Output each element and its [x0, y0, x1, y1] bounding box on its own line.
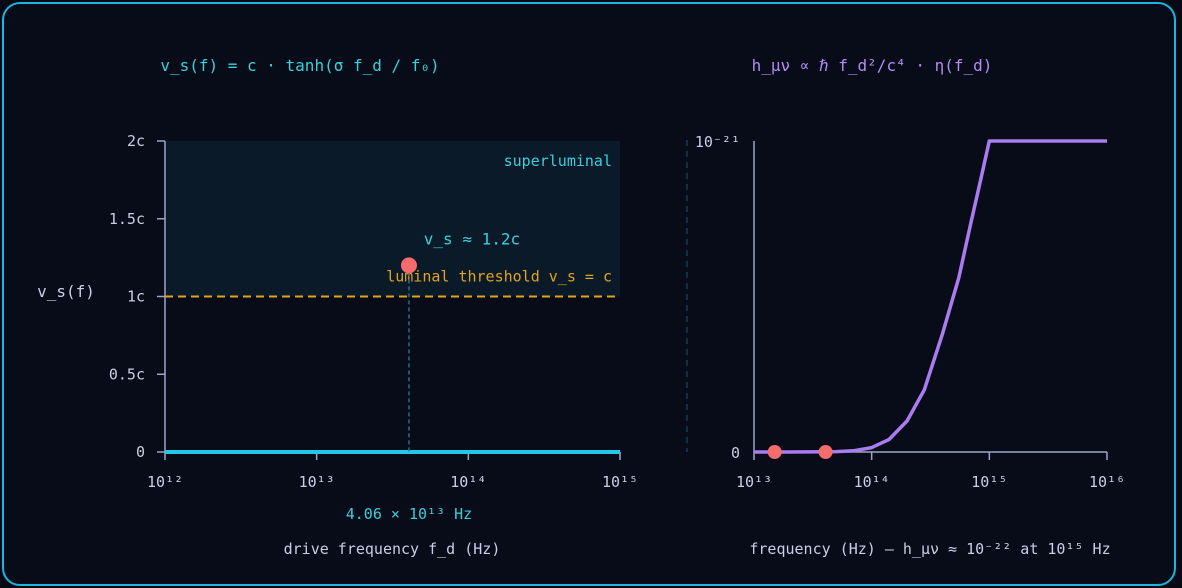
left-x-tick-label: 10¹⁴	[450, 473, 486, 491]
left-x-tick-label: 10¹⁵	[602, 473, 638, 491]
left-y-tick-label: 0.5c	[109, 365, 145, 383]
left-y-tick-label: 2c	[127, 132, 145, 150]
right-chart: h_μν ∝ ℏ f_d²/c⁴ · η(f_d) 010⁻²¹ 10¹³ 10¹…	[695, 56, 1125, 558]
left-y-tick-label: 1.5c	[109, 210, 145, 228]
right-y-ticks: 0 10⁻²¹	[695, 133, 740, 462]
velocity-marker-label: v_s ≈ 1.2c	[424, 229, 520, 248]
right-x-tick-label: 10¹⁶	[1089, 473, 1125, 491]
left-y-tick-label: 0	[136, 443, 145, 461]
luminal-threshold-label: luminal threshold v_s = c	[386, 268, 612, 286]
right-chart-title: h_μν ∝ ℏ f_d²/c⁴ · η(f_d)	[752, 56, 993, 75]
strain-marker	[767, 445, 782, 459]
right-y-tick-label: 10⁻²¹	[695, 133, 740, 151]
left-y-axis-label: v_s(f)	[37, 282, 95, 301]
left-x-ticks: 10¹² 10¹³ 10¹⁴ 10¹⁵	[147, 452, 638, 491]
left-x-tick-label: 10¹³	[299, 473, 335, 491]
right-x-axis-label: frequency (Hz) — h_μν ≈ 10⁻²² at 10¹⁵ Hz	[749, 540, 1110, 558]
left-y-ticks: 0 0.5c 1c 1.5c 2c	[109, 132, 165, 461]
left-chart-title: v_s(f) = c · tanh(σ f_d / f₀)	[160, 56, 439, 75]
superluminal-label: superluminal	[504, 152, 612, 170]
strain-marker	[818, 445, 833, 459]
right-y-tick-label: 0	[731, 444, 740, 462]
right-x-ticks: 10¹³ 10¹⁴ 10¹⁵ 10¹⁶	[736, 452, 1125, 491]
velocity-marker	[400, 257, 417, 274]
right-x-tick-label: 10¹⁵	[971, 473, 1007, 491]
right-x-tick-label: 10¹⁴	[854, 473, 890, 491]
left-x-tick-label: 10¹²	[147, 473, 183, 491]
left-y-tick-label: 1c	[127, 288, 145, 306]
right-markers	[767, 445, 833, 459]
strain-curve	[754, 139, 1107, 454]
marker-frequency-label: 4.06 × 10¹³ Hz	[346, 505, 472, 523]
left-x-axis-label: drive frequency f_d (Hz)	[284, 540, 501, 558]
right-x-tick-label: 10¹³	[736, 473, 772, 491]
left-chart: v_s(f) = c · tanh(σ f_d / f₀) superlumin…	[37, 56, 638, 558]
superluminal-region	[165, 141, 620, 297]
